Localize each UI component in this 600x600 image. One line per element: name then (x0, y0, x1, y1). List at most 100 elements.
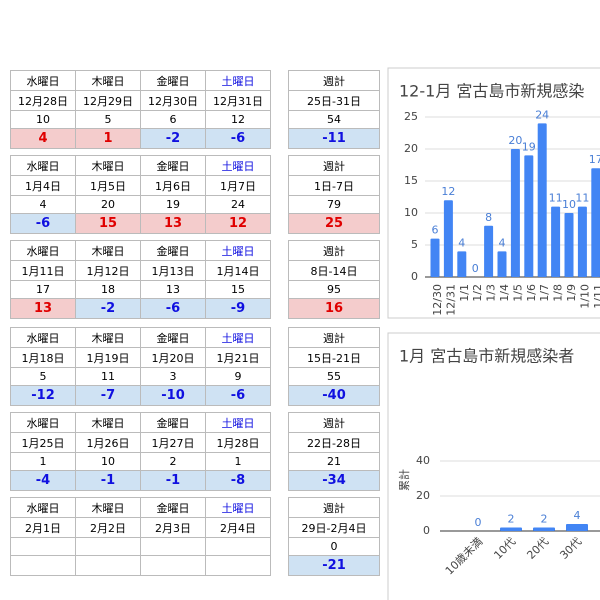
count-cell: 4 (10, 195, 76, 214)
total-diff: -21 (288, 555, 380, 576)
bar (430, 238, 440, 277)
count-cell: 12 (205, 110, 271, 129)
value-label: 0 (472, 262, 479, 275)
count-cell: 24 (205, 195, 271, 214)
value-label: 20 (508, 134, 522, 147)
total-diff: -34 (288, 470, 380, 491)
count-cell: 9 (205, 367, 271, 386)
x-tick-label: 1/3 (485, 284, 498, 302)
diff-cell: -2 (140, 128, 206, 149)
date-cell: 1月25日 (10, 432, 76, 453)
x-tick-label: 1/6 (525, 284, 538, 302)
diff-cell (205, 555, 271, 576)
diff-cell: 13 (140, 213, 206, 234)
count-cell (140, 537, 206, 556)
total-range: 29日-2月4日 (288, 517, 380, 538)
diff-cell: -8 (205, 470, 271, 491)
x-tick-label: 1/5 (511, 284, 524, 302)
date-cell: 1月12日 (75, 260, 141, 281)
count-cell: 5 (75, 110, 141, 129)
total-range: 8日-14日 (288, 260, 380, 281)
total-header: 週計 (288, 155, 380, 176)
diff-cell (10, 555, 76, 576)
y-tick-label: 0 (423, 524, 430, 537)
date-cell: 1月11日 (10, 260, 76, 281)
weekday-header: 木曜日 (75, 497, 141, 518)
bar (457, 251, 467, 277)
value-label: 17 (589, 153, 600, 166)
x-tick-label: 1/2 (471, 284, 484, 302)
total-range: 1日-7日 (288, 175, 380, 196)
date-cell: 1月18日 (10, 347, 76, 368)
weekday-header: 金曜日 (140, 70, 206, 91)
chart-panel (387, 67, 600, 319)
x-tick-label: 1/8 (552, 284, 565, 302)
value-label: 12 (441, 185, 455, 198)
diff-cell: -6 (205, 385, 271, 406)
weekday-header: 木曜日 (75, 240, 141, 261)
total-header: 週計 (288, 70, 380, 91)
y-tick-label: 5 (411, 238, 418, 251)
y-tick-label: 40 (416, 454, 430, 467)
value-label: 0 (475, 516, 482, 529)
value-label: 11 (575, 192, 589, 205)
weekday-header: 土曜日 (205, 155, 271, 176)
value-label: 24 (535, 108, 549, 121)
count-cell: 20 (75, 195, 141, 214)
value-label: 6 (432, 224, 439, 237)
y-tick-label: 25 (404, 110, 418, 123)
date-cell: 1月28日 (205, 432, 271, 453)
bar (591, 168, 600, 277)
value-label: 2 (541, 513, 548, 526)
count-cell: 15 (205, 280, 271, 299)
total-count: 0 (288, 537, 380, 556)
bar (484, 225, 494, 277)
weekday-header: 土曜日 (205, 327, 271, 348)
diff-cell: -2 (75, 298, 141, 319)
total-count: 55 (288, 367, 380, 386)
value-label: 8 (485, 211, 492, 224)
date-cell: 12月28日 (10, 90, 76, 111)
count-cell (205, 537, 271, 556)
weekday-header: 水曜日 (10, 497, 76, 518)
weekday-header: 水曜日 (10, 240, 76, 261)
count-cell: 5 (10, 367, 76, 386)
date-cell: 2月1日 (10, 517, 76, 538)
y-axis-label: 累計 (397, 469, 411, 491)
diff-cell: -1 (140, 470, 206, 491)
bar (566, 524, 588, 531)
date-cell: 2月2日 (75, 517, 141, 538)
weekday-header: 金曜日 (140, 240, 206, 261)
date-cell: 1月26日 (75, 432, 141, 453)
weekday-header: 土曜日 (205, 497, 271, 518)
date-cell: 1月19日 (75, 347, 141, 368)
weekday-header: 土曜日 (205, 412, 271, 433)
total-header: 週計 (288, 327, 380, 348)
bar (500, 527, 522, 531)
total-header: 週計 (288, 240, 380, 261)
weekday-header: 木曜日 (75, 155, 141, 176)
count-cell: 1 (205, 452, 271, 471)
date-cell: 12月30日 (140, 90, 206, 111)
bar (510, 149, 520, 277)
count-cell: 1 (10, 452, 76, 471)
diff-cell: 1 (75, 128, 141, 149)
x-tick-label: 12/30 (431, 284, 444, 316)
total-diff: 16 (288, 298, 380, 319)
bar (443, 200, 453, 277)
diff-cell: -10 (140, 385, 206, 406)
diff-cell (75, 555, 141, 576)
y-tick-label: 15 (404, 174, 418, 187)
diff-cell (140, 555, 206, 576)
date-cell: 1月21日 (205, 347, 271, 368)
date-cell: 1月27日 (140, 432, 206, 453)
weekday-header: 水曜日 (10, 327, 76, 348)
x-tick-label: 12/31 (444, 284, 457, 316)
date-cell: 1月7日 (205, 175, 271, 196)
total-diff: 25 (288, 213, 380, 234)
value-label: 4 (574, 509, 581, 522)
weekday-header: 金曜日 (140, 497, 206, 518)
bar (497, 251, 507, 277)
